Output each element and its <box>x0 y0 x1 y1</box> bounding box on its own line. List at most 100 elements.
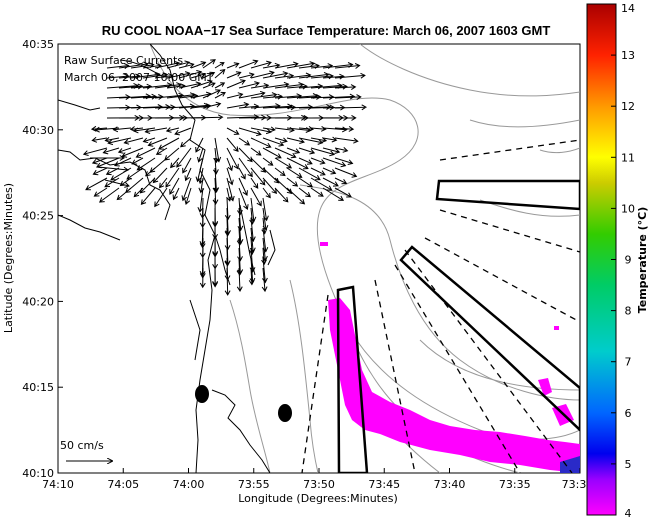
current-vector-arrow <box>334 84 357 91</box>
station-marker <box>195 385 209 403</box>
current-vector-arrow <box>140 187 156 205</box>
current-vector-arrow <box>248 267 255 286</box>
colorbar-tick-label: 13 <box>621 49 635 62</box>
current-vector-arrow <box>298 137 324 145</box>
current-vector-arrow <box>262 187 271 199</box>
current-vector-arrow <box>262 93 283 100</box>
current-vector-arrow <box>226 102 250 109</box>
current-vector-arrow <box>310 187 324 197</box>
current-vector-arrow <box>274 147 297 159</box>
current-vector-arrow <box>262 71 289 79</box>
current-vector-arrow <box>237 237 243 262</box>
current-vector-arrow <box>102 147 120 155</box>
x-tick-label: 73:40 <box>434 478 466 491</box>
y-tick-label: 40:20 <box>22 295 54 308</box>
current-vector-arrow <box>130 83 153 90</box>
current-vector-arrow <box>132 127 156 134</box>
current-vector-arrow <box>322 93 356 100</box>
y-tick-label: 40:15 <box>22 381 54 394</box>
sampling-boxes <box>336 179 580 473</box>
current-vector-arrow <box>298 83 324 90</box>
current-vector-arrow <box>214 62 225 69</box>
x-tick-label: 74:05 <box>107 478 139 491</box>
current-vector-arrow <box>322 167 337 175</box>
colorbar-tick-label: 5 <box>625 458 632 471</box>
current-vector-arrow <box>130 93 157 100</box>
current-vector-arrow <box>334 104 367 111</box>
colorbar-tick-label: 12 <box>621 100 635 113</box>
y-axis-label: Latitude (Degrees:Minutes) <box>2 183 15 333</box>
current-vector-arrow <box>158 137 180 150</box>
current-vector-arrow <box>135 147 156 158</box>
current-vector-arrow <box>147 137 168 147</box>
current-vector-arrow <box>212 177 219 194</box>
current-vector-arrow <box>238 157 253 178</box>
current-vector-arrow <box>238 90 266 99</box>
current-vector-arrow <box>274 167 286 177</box>
current-vector-arrow <box>212 187 219 205</box>
current-vector-arrow <box>334 94 362 101</box>
current-vector-arrow <box>154 92 184 99</box>
current-vector-arrow <box>165 127 180 133</box>
current-vector-arrow <box>172 187 180 201</box>
current-vector-arrow <box>250 137 272 149</box>
current-vector-arrow <box>238 72 255 79</box>
current-vector-arrow <box>112 126 132 133</box>
current-vector-arrow <box>155 147 168 155</box>
current-vector-arrow <box>136 157 156 171</box>
current-vector-arrow <box>158 177 168 189</box>
current-vector-arrow <box>250 147 262 156</box>
current-vector-arrow <box>90 155 125 161</box>
sst-speck-2 <box>554 326 559 330</box>
current-vector-arrow <box>298 187 311 198</box>
current-vector-arrow <box>107 137 132 146</box>
coastline <box>58 44 276 473</box>
current-vector-arrow <box>250 60 272 69</box>
current-vector-arrow <box>174 127 192 136</box>
scale-vector-label: 50 cm/s <box>60 439 104 452</box>
current-vector-arrow <box>224 267 231 296</box>
current-vector-arrow <box>238 81 260 89</box>
current-vector-arrow <box>142 137 156 144</box>
y-tick-label: 40:30 <box>22 124 54 137</box>
current-vector-arrow <box>310 157 326 165</box>
current-vector-arrow <box>298 177 314 188</box>
current-vector-arrow <box>93 187 108 197</box>
current-vector-arrow <box>261 217 268 235</box>
y-axis-ticks: 40:35 40:30 40:25 40:20 40:15 40:10 <box>22 38 63 480</box>
current-vector-arrow <box>250 70 275 79</box>
x-tick-label: 73:35 <box>499 478 531 491</box>
current-vector-arrow <box>97 166 129 173</box>
current-vector-arrow <box>274 177 293 195</box>
current-vector-arrow <box>169 177 180 195</box>
current-vector-arrow <box>106 63 130 69</box>
current-vector-arrow <box>197 187 204 213</box>
current-vector-arrow <box>310 125 327 132</box>
current-vector-arrow <box>322 187 345 201</box>
current-vector-arrow <box>334 157 354 165</box>
sst-cold-corner <box>560 456 580 473</box>
chart-title: RU COOL NOAA−17 Sea Surface Temperature:… <box>102 23 551 38</box>
colorbar-ticks: 4 5 6 7 8 9 10 11 12 13 14 <box>611 2 635 519</box>
surface-current-vectors <box>82 59 367 296</box>
current-vector-arrow <box>322 136 338 143</box>
current-vector-arrow <box>334 167 358 178</box>
current-vector-arrow <box>248 237 255 256</box>
current-vector-arrow <box>213 147 220 164</box>
x-tick-label: 73:3 <box>562 478 587 491</box>
current-vector-arrow <box>298 147 316 155</box>
current-vector-arrow <box>226 137 239 152</box>
current-vector-arrow <box>334 147 349 153</box>
current-vector-arrow <box>184 167 192 182</box>
current-vector-arrow <box>226 167 234 186</box>
current-vector-arrow <box>226 92 244 99</box>
current-vector-arrow <box>182 157 192 174</box>
current-vector-arrow <box>334 114 357 121</box>
current-vector-arrow <box>250 167 266 186</box>
current-vector-arrow <box>178 62 195 69</box>
current-vector-arrow <box>226 127 240 135</box>
annotation-line-1: Raw Surface Currents <box>64 54 183 67</box>
colorbar-tick-label: 7 <box>625 356 632 369</box>
current-vector-arrow <box>262 157 274 166</box>
y-tick-label: 40:10 <box>22 467 54 480</box>
